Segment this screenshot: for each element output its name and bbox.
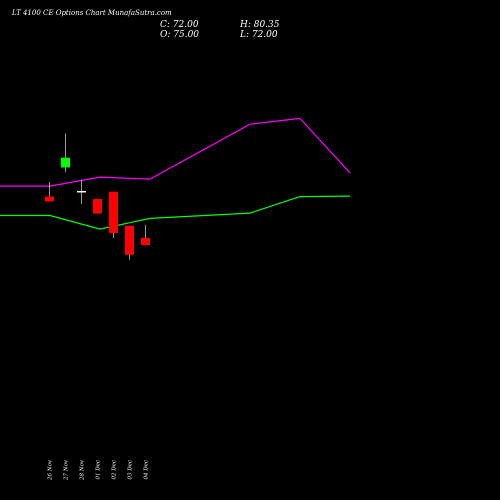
candle-3	[93, 199, 102, 214]
date-label: 26 Nov	[48, 459, 54, 481]
candle-4	[109, 191, 118, 238]
candle-0	[45, 182, 54, 202]
candle-body	[61, 157, 70, 168]
date-label: 27 Nov	[64, 459, 70, 481]
chart-title: LT 4100 CE Options Chart MunafaSutra.com	[11, 9, 172, 17]
date-label: 01 Dec	[96, 460, 102, 480]
high-readout: H: 80.35	[239, 20, 280, 30]
candle-body	[77, 190, 86, 193]
candle-body	[45, 196, 54, 202]
candle-body	[93, 199, 102, 214]
indicator-line-2	[0, 117, 351, 187]
candle-body	[141, 237, 150, 246]
indicator-line-1	[0, 195, 351, 230]
date-labels: 26 Nov 27 Nov 28 Nov 01 Dec 02 Dec 03 Dec 04 D…	[48, 459, 150, 481]
candlesticks	[45, 133, 150, 260]
low-readout: L: 72.00	[239, 30, 278, 40]
candle-5	[125, 225, 134, 260]
date-label: 02 Dec	[112, 460, 118, 480]
candle-body	[125, 225, 134, 255]
indicator-lines	[0, 117, 351, 230]
close-readout: C: 72.00	[160, 20, 199, 30]
date-label: 28 Nov	[80, 459, 86, 481]
candle-body	[109, 191, 118, 233]
candle-1	[61, 133, 70, 173]
date-label: 04 Dec	[144, 460, 150, 480]
candle-2	[77, 179, 86, 204]
date-label: 03 Dec	[128, 460, 134, 480]
open-readout: O: 75.00	[160, 30, 199, 40]
candle-6	[141, 224, 150, 246]
